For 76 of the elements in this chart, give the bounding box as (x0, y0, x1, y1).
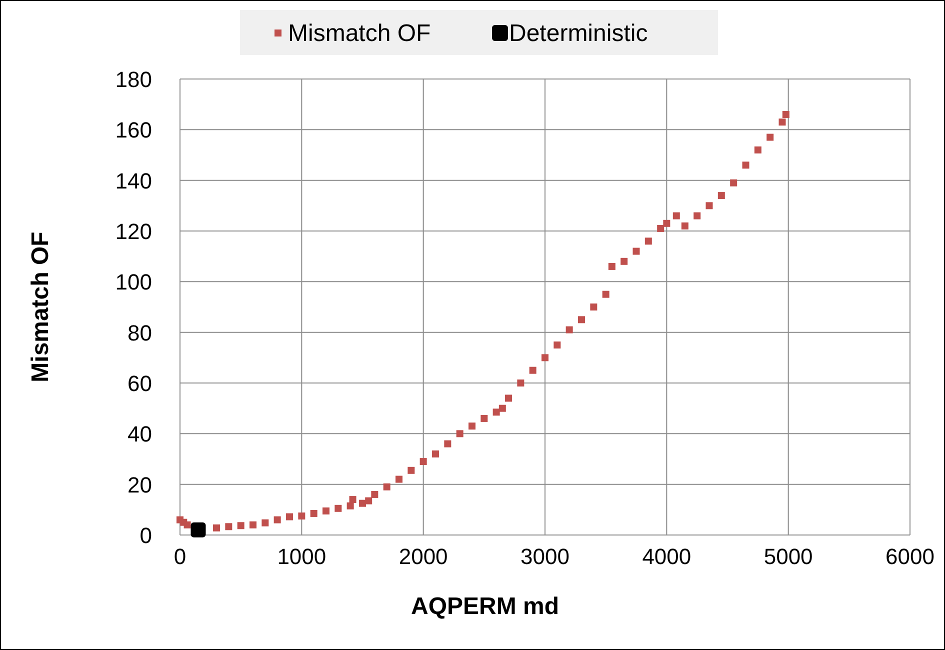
point (578, 316, 585, 324)
x-tick-label: 4000 (642, 544, 692, 569)
point (694, 212, 701, 220)
point (554, 342, 561, 348)
point (505, 394, 512, 402)
point (346, 502, 354, 510)
point (213, 524, 220, 532)
point (262, 519, 269, 526)
point (184, 521, 191, 528)
point (566, 326, 573, 334)
point (444, 440, 452, 448)
point (672, 212, 680, 220)
point (718, 192, 725, 200)
point (590, 304, 598, 310)
point (766, 134, 774, 141)
legend-label: Deterministic (509, 20, 648, 47)
point (498, 404, 506, 412)
x-tick-label: 0 (174, 544, 186, 569)
point (396, 476, 402, 483)
point (742, 162, 750, 169)
point (298, 512, 306, 520)
y-tick-label: 140 (115, 168, 152, 194)
point (730, 179, 738, 186)
y-tick-label: 80 (128, 320, 152, 346)
point (706, 202, 713, 210)
point (250, 521, 256, 528)
point (632, 248, 640, 255)
point (383, 483, 390, 490)
y-tick-label: 100 (115, 270, 152, 295)
y-tick-label: 20 (128, 472, 152, 498)
y-tick-label: 120 (115, 219, 152, 244)
point (663, 220, 670, 227)
point (371, 490, 378, 498)
point (432, 450, 439, 458)
point (644, 238, 652, 245)
point (517, 380, 524, 386)
point (778, 118, 786, 126)
y-tick-label: 60 (128, 371, 152, 396)
point (359, 500, 366, 507)
point (657, 224, 664, 232)
x-tick-label: 6000 (886, 544, 934, 569)
point (190, 522, 206, 538)
point (225, 523, 232, 530)
x-tick-label: 5000 (764, 544, 813, 569)
point (492, 408, 500, 416)
point (420, 458, 427, 466)
legend-label: Mismatch OF (288, 20, 431, 47)
point (468, 422, 476, 430)
point (286, 513, 293, 520)
x-tick-label: 2000 (398, 544, 448, 569)
point (310, 510, 318, 517)
point (456, 430, 464, 438)
y-tick-label: 0 (140, 523, 152, 548)
point (529, 366, 536, 374)
point (322, 507, 330, 514)
point (782, 110, 790, 118)
point (349, 496, 356, 504)
point (602, 290, 610, 298)
y-tick-label: 160 (115, 118, 152, 143)
point (274, 516, 281, 524)
x-tick-label: 1000 (277, 544, 326, 569)
point (620, 258, 628, 265)
x-tick-label: 3000 (520, 544, 570, 569)
x-axis-title: AQPERM md (410, 593, 560, 620)
point (480, 414, 488, 422)
point (334, 504, 342, 512)
point (365, 497, 372, 504)
point (237, 522, 244, 530)
point (408, 466, 415, 474)
point (608, 262, 616, 270)
y-axis-title: Mismatch OF (27, 232, 54, 382)
point (681, 222, 688, 230)
point (542, 354, 548, 362)
point (754, 146, 762, 154)
y-tick-label: 180 (115, 67, 152, 92)
y-tick-label: 40 (128, 422, 152, 447)
